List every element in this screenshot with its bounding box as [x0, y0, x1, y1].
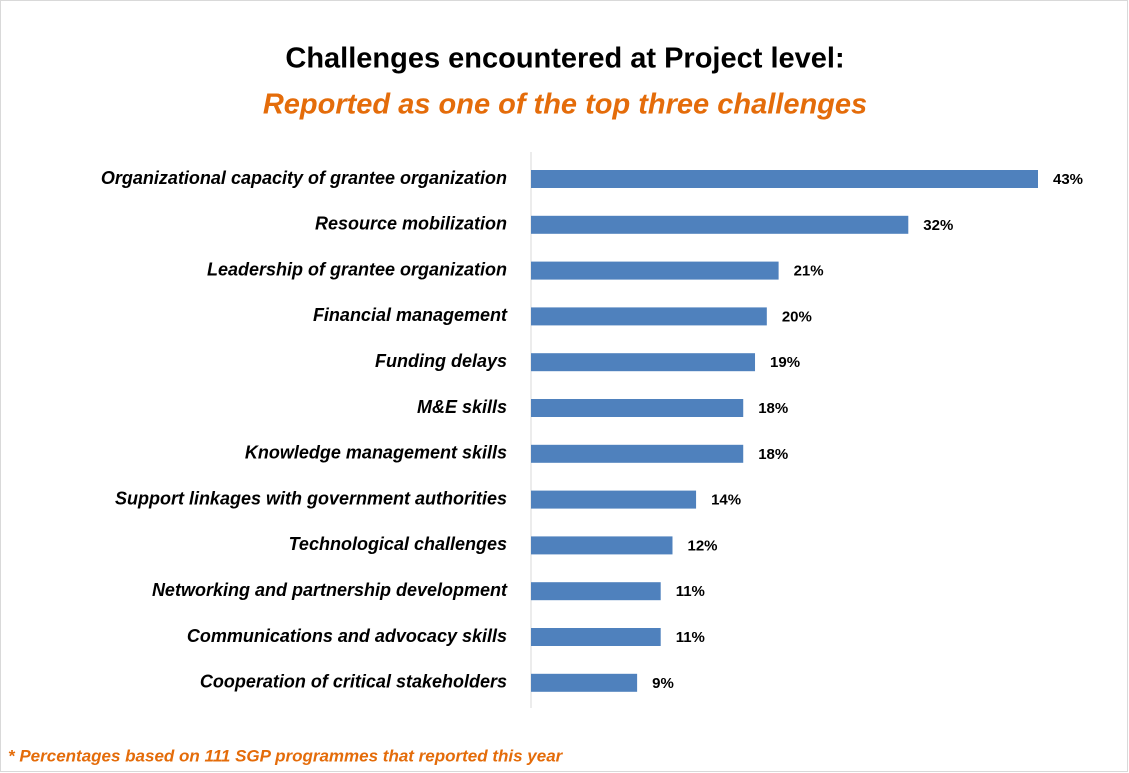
value-label: 20%	[782, 308, 812, 325]
chart-title: Challenges encountered at Project level:	[285, 43, 844, 75]
category-label: Communications and advocacy skills	[187, 626, 507, 646]
value-label: 18%	[758, 400, 788, 417]
category-label: Support linkages with government authori…	[115, 488, 507, 508]
category-label: Cooperation of critical stakeholders	[200, 672, 507, 692]
bar	[531, 673, 638, 692]
bar	[531, 490, 697, 509]
bar	[531, 399, 744, 417]
category-label: Organizational capacity of grantee organ…	[101, 168, 507, 188]
value-label: 19%	[770, 354, 800, 371]
bar	[531, 628, 661, 646]
value-label: 12%	[687, 537, 717, 554]
bar	[531, 353, 756, 372]
value-label: 11%	[676, 583, 705, 600]
value-label: 11%	[676, 629, 705, 646]
category-label: Resource mobilization	[315, 214, 507, 234]
bar	[531, 307, 767, 326]
bar	[531, 215, 909, 234]
value-label: 32%	[923, 217, 953, 234]
chart-subtitle: Reported as one of the top three challen…	[263, 89, 867, 121]
category-label: Financial management	[313, 305, 508, 325]
value-label: 21%	[794, 263, 824, 280]
category-label: Funding delays	[375, 351, 507, 371]
value-label: 9%	[652, 675, 674, 692]
bar	[531, 170, 1038, 188]
category-label: Leadership of grantee organization	[207, 259, 507, 279]
value-label: 43%	[1053, 171, 1083, 188]
category-label: Networking and partnership development	[152, 580, 508, 600]
bar	[531, 536, 673, 555]
bar	[531, 582, 661, 601]
footnote: * Percentages based on 111 SGP programme…	[8, 746, 564, 765]
category-label: M&E skills	[417, 397, 507, 417]
bar	[531, 261, 779, 280]
category-label: Knowledge management skills	[245, 443, 507, 463]
bar	[531, 444, 744, 463]
category-label: Technological challenges	[289, 534, 507, 554]
value-label: 14%	[711, 492, 741, 509]
value-label: 18%	[758, 446, 788, 463]
